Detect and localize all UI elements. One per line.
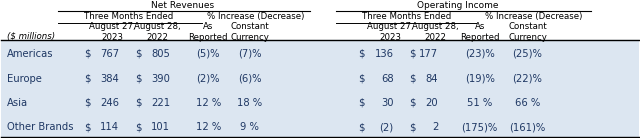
Text: $: $ [358,122,365,132]
Text: $: $ [358,49,365,59]
Text: (22)%: (22)% [513,74,543,84]
Text: $: $ [410,49,416,59]
Text: $: $ [135,98,141,108]
Text: Three Months Ended: Three Months Ended [84,12,173,21]
Text: (19)%: (19)% [465,74,495,84]
Text: Three Months Ended: Three Months Ended [362,12,451,21]
Bar [1,65,639,89]
Text: (175)%: (175)% [461,122,498,132]
Text: 221: 221 [151,98,170,108]
Text: Asia: Asia [7,98,28,108]
Text: Net Revenues: Net Revenues [151,1,214,10]
Text: 68: 68 [381,74,394,84]
Text: % Increase (Decrease): % Increase (Decrease) [207,12,305,21]
Text: 767: 767 [100,49,119,59]
Text: % Increase (Decrease): % Increase (Decrease) [485,12,582,21]
Text: 18 %: 18 % [237,98,262,108]
Text: 84: 84 [426,74,438,84]
Text: (161)%: (161)% [509,122,546,132]
Text: As
Reported: As Reported [189,22,228,42]
Text: 30: 30 [381,98,394,108]
Text: $: $ [410,74,416,84]
Text: $: $ [84,122,90,132]
Text: 136: 136 [374,49,394,59]
Text: Constant
Currency: Constant Currency [508,22,547,42]
Text: $: $ [84,49,90,59]
Text: ($ millions): ($ millions) [7,32,55,41]
Text: Operating Income: Operating Income [417,1,498,10]
Text: $: $ [84,74,90,84]
Text: August 28,
2022: August 28, 2022 [134,22,180,42]
Text: $: $ [135,122,141,132]
Text: (5)%: (5)% [196,49,220,59]
Text: 20: 20 [426,98,438,108]
Bar [1,89,639,114]
Text: $: $ [410,98,416,108]
Text: 2: 2 [432,122,438,132]
Text: 12 %: 12 % [196,98,221,108]
Text: (2)%: (2)% [196,74,220,84]
Text: 101: 101 [151,122,170,132]
Text: Europe: Europe [7,74,42,84]
Text: 384: 384 [100,74,119,84]
Text: August 28,
2022: August 28, 2022 [412,22,458,42]
Text: (25)%: (25)% [513,49,543,59]
Text: $: $ [84,98,90,108]
Text: $: $ [410,122,416,132]
Text: $: $ [135,49,141,59]
Text: August 27,
2023: August 27, 2023 [89,22,136,42]
Text: 246: 246 [100,98,119,108]
Text: As
Reported: As Reported [460,22,499,42]
Text: $: $ [358,74,365,84]
Text: Other Brands: Other Brands [7,122,74,132]
Text: 51 %: 51 % [467,98,492,108]
Text: (6)%: (6)% [238,74,262,84]
Text: Americas: Americas [7,49,54,59]
Text: Constant
Currency: Constant Currency [230,22,269,42]
Bar [1,40,639,65]
Text: 66 %: 66 % [515,98,540,108]
Text: 390: 390 [151,74,170,84]
Text: (23)%: (23)% [465,49,495,59]
Text: 9 %: 9 % [240,122,259,132]
Text: $: $ [135,74,141,84]
Text: (2): (2) [380,122,394,132]
Text: 177: 177 [419,49,438,59]
Text: (7)%: (7)% [238,49,262,59]
Text: 114: 114 [100,122,119,132]
Text: $: $ [358,98,365,108]
Text: 805: 805 [151,49,170,59]
Text: August 27,
2023: August 27, 2023 [367,22,413,42]
Bar [1,114,639,137]
Text: 12 %: 12 % [196,122,221,132]
